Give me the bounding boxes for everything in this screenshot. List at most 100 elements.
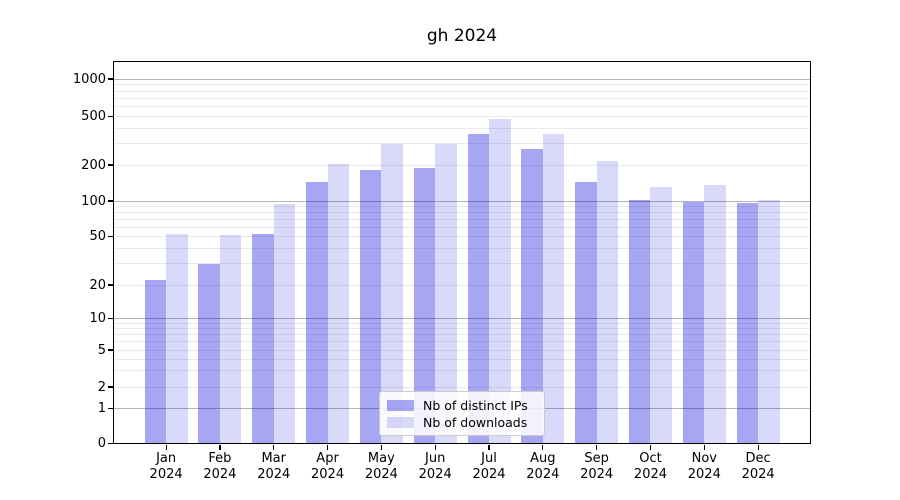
x-tick-label-feb: Feb 2024 xyxy=(188,451,252,482)
bar-downloads-sep xyxy=(596,161,619,444)
x-tick-year: 2024 xyxy=(149,466,183,482)
gridline-20 xyxy=(113,284,811,286)
x-tick-label-mar: Mar 2024 xyxy=(242,451,306,482)
bar-distinct-ips-mar xyxy=(252,233,274,444)
gridline-300 xyxy=(113,143,811,145)
gridline-900 xyxy=(113,84,811,86)
legend-swatch-downloads xyxy=(387,417,414,428)
plot-area xyxy=(113,61,811,444)
x-tick-label-sep: Sep 2024 xyxy=(565,451,629,482)
x-tick-year: 2024 xyxy=(472,466,506,482)
bar-distinct-ips-may xyxy=(359,169,382,444)
gridline-4 xyxy=(113,358,811,360)
x-tick-label-nov: Nov 2024 xyxy=(672,451,736,482)
x-tick-month: May xyxy=(367,451,395,466)
chart-title: gh 2024 xyxy=(426,26,498,46)
y-tick-label-50: 50 xyxy=(89,229,106,244)
gridline-400 xyxy=(113,127,811,129)
gridline-500 xyxy=(113,116,811,117)
x-tick-month: Sep xyxy=(584,451,609,466)
x-tick-year: 2024 xyxy=(257,466,291,482)
y-tick-label-10: 10 xyxy=(89,311,106,326)
legend-label-downloads: Nb of downloads xyxy=(423,415,528,430)
bar-distinct-ips-jun xyxy=(413,167,436,444)
gridline-800 xyxy=(113,90,811,92)
x-tick-mark-sep xyxy=(596,444,598,450)
x-tick-label-aug: Aug 2024 xyxy=(511,451,575,482)
bar-distinct-ips-apr xyxy=(306,181,328,444)
bar-downloads-nov xyxy=(704,185,726,444)
y-tick-label-500: 500 xyxy=(81,109,106,124)
x-tick-label-jan: Jan 2024 xyxy=(134,451,198,482)
gridline-5 xyxy=(113,349,811,351)
y-tick-label-0: 0 xyxy=(97,436,106,451)
x-tick-month: Jan xyxy=(156,451,177,466)
y-tick-label-2: 2 xyxy=(97,379,106,395)
gridline-50 xyxy=(113,236,811,237)
bar-downloads-aug xyxy=(542,133,565,444)
x-tick-mark-apr xyxy=(326,444,329,450)
gridline-30 xyxy=(113,263,811,265)
bar-downloads-dec xyxy=(758,200,780,444)
y-tick-mark-5 xyxy=(108,349,113,351)
x-tick-mark-dec xyxy=(757,444,759,450)
bar-downloads-mar xyxy=(273,203,296,444)
y-tick-label-100: 100 xyxy=(81,193,106,209)
x-tick-label-jun: Jun 2024 xyxy=(403,451,467,482)
x-tick-month: Feb xyxy=(208,451,232,466)
gridline-3 xyxy=(113,370,811,372)
legend-swatch-distinct-ips xyxy=(387,400,414,411)
x-tick-year: 2024 xyxy=(741,466,775,482)
gridline-9 xyxy=(113,322,811,324)
bar-distinct-ips-jan xyxy=(144,279,167,444)
y-tick-mark-50 xyxy=(108,235,113,238)
gridline-600 xyxy=(113,106,811,108)
x-tick-mark-may xyxy=(380,444,382,450)
x-tick-year: 2024 xyxy=(580,466,614,482)
x-tick-mark-aug xyxy=(542,444,544,450)
x-tick-mark-mar xyxy=(273,444,275,450)
bar-downloads-jun xyxy=(435,144,457,444)
x-tick-mark-nov xyxy=(703,444,705,450)
x-tick-mark-jan xyxy=(165,444,167,450)
y-tick-mark-2 xyxy=(108,386,113,388)
gridline-70 xyxy=(113,218,811,220)
x-tick-year: 2024 xyxy=(526,466,560,482)
y-tick-label-200: 200 xyxy=(81,157,106,173)
bar-distinct-ips-dec xyxy=(736,203,759,444)
legend-item-distinct-ips: Nb of distinct IPs xyxy=(387,397,537,414)
x-tick-month: Jun xyxy=(425,451,446,466)
x-tick-label-may: May 2024 xyxy=(349,451,413,482)
bar-distinct-ips-aug xyxy=(521,149,543,444)
bar-downloads-oct xyxy=(650,187,672,444)
y-tick-label-1000: 1000 xyxy=(72,71,106,87)
x-tick-mark-feb xyxy=(219,444,221,450)
gridline-8 xyxy=(113,328,811,330)
x-tick-month: Jul xyxy=(481,451,497,466)
x-tick-year: 2024 xyxy=(418,466,452,482)
bar-distinct-ips-jul xyxy=(467,133,490,444)
bar-distinct-ips-nov xyxy=(682,202,705,444)
x-tick-label-jul: Jul 2024 xyxy=(457,451,521,482)
bar-distinct-ips-oct xyxy=(628,199,651,444)
gridline-90 xyxy=(113,205,811,207)
x-tick-label-oct: Oct 2024 xyxy=(618,451,682,482)
x-tick-mark-oct xyxy=(649,444,652,450)
bar-distinct-ips-sep xyxy=(575,181,597,444)
legend-label-distinct-ips: Nb of distinct IPs xyxy=(423,398,528,413)
x-tick-label-apr: Apr 2024 xyxy=(296,451,360,482)
x-tick-month: Dec xyxy=(745,451,771,466)
gridline-100 xyxy=(113,200,811,202)
gridline-2 xyxy=(113,386,811,388)
x-tick-mark-jun xyxy=(434,444,436,450)
gridline-40 xyxy=(113,247,811,249)
x-tick-month: Apr xyxy=(316,451,339,466)
y-tick-mark-0 xyxy=(108,442,113,445)
gridline-10 xyxy=(113,318,811,319)
x-tick-year: 2024 xyxy=(203,466,237,482)
gridline-7 xyxy=(113,334,811,336)
x-tick-month: Oct xyxy=(639,451,662,466)
y-tick-mark-10 xyxy=(108,317,113,320)
gridline-6 xyxy=(113,341,811,343)
